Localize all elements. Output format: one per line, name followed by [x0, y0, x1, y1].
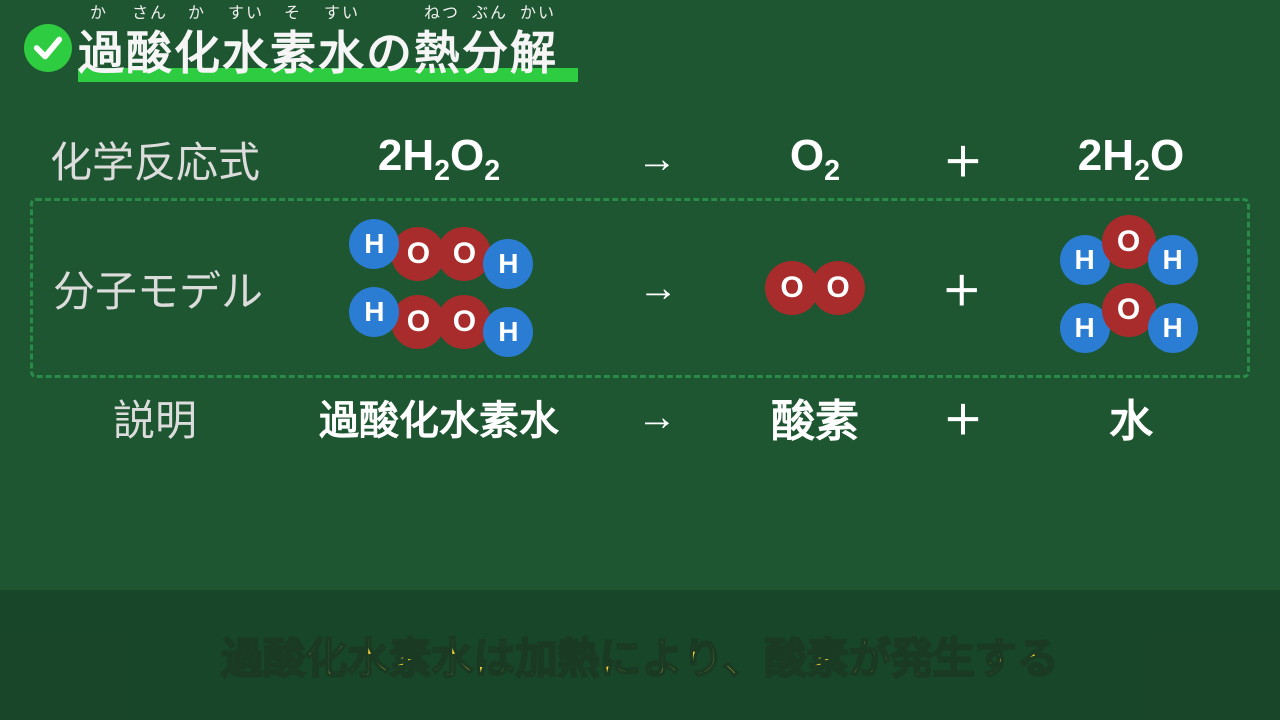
equation-product2: 2H2O — [1031, 131, 1231, 188]
arrow-icon: → — [617, 137, 697, 182]
furigana: かい — [520, 6, 556, 22]
furigana: ねつ — [424, 6, 460, 22]
page-title: 過酸化水素水の熱分解 かさんかすいそすいねつぶんかい — [78, 30, 558, 76]
furigana: か — [188, 6, 206, 22]
explanation-product2: 水 — [1031, 385, 1231, 449]
furigana: か — [90, 6, 108, 22]
arrow-icon: → — [617, 395, 697, 440]
oxygen-atom: O — [437, 295, 491, 349]
row-label-explanation: 説明 — [30, 387, 280, 448]
row-label-model: 分子モデル — [33, 258, 283, 319]
equation-content: 2H2O2 → O2 ＋ 2H2O — [280, 130, 1250, 188]
explanation-reactant: 過酸化水素水 — [299, 388, 579, 446]
plus-icon: ＋ — [933, 130, 993, 188]
hydrogen-atom: H — [349, 219, 399, 269]
hydrogen-atom: H — [483, 239, 533, 289]
furigana: すい — [324, 6, 360, 22]
model-reactant: HOOHHOOH — [301, 227, 581, 349]
plus-icon: ＋ — [932, 259, 992, 317]
hydrogen-atom: H — [1148, 303, 1198, 353]
furigana: ぶん — [472, 6, 508, 22]
arrow-icon: → — [618, 266, 698, 311]
footer-bar: 過酸化水素水は加熱により、酸素が発生する — [0, 590, 1280, 720]
furigana: すい — [228, 6, 264, 22]
explanation-product1: 酸素 — [735, 385, 895, 449]
equation-row: 化学反応式 2H2O2 → O2 ＋ 2H2O — [30, 120, 1250, 198]
oxygen-atom: O — [811, 261, 865, 315]
molecule: HOOH — [353, 227, 529, 281]
furigana: さん — [132, 6, 168, 22]
title-label: 過酸化水素水の熱分解 — [78, 27, 558, 79]
footer-text: 過酸化水素水は加熱により、酸素が発生する — [221, 625, 1058, 686]
molecule: HOH — [1064, 295, 1194, 349]
hydrogen-atom: H — [1148, 235, 1198, 285]
molecule: OO — [769, 261, 861, 315]
content-table: 化学反応式 2H2O2 → O2 ＋ 2H2O 分子モデル HOOHHOOH →… — [30, 120, 1250, 456]
plus-icon: ＋ — [933, 388, 993, 446]
molecule: HOOH — [353, 295, 529, 349]
model-product1: OO — [735, 261, 895, 315]
model-row: 分子モデル HOOHHOOH → OO ＋ HOHHOH — [30, 198, 1250, 378]
equation-reactant: 2H2O2 — [299, 131, 579, 188]
molecule: HOH — [1064, 227, 1194, 281]
furigana: そ — [284, 6, 302, 22]
title-area: 過酸化水素水の熱分解 かさんかすいそすいねつぶんかい — [24, 28, 558, 76]
model-content: HOOHHOOH → OO ＋ HOHHOH — [283, 227, 1247, 349]
explanation-row: 説明 過酸化水素水 → 酸素 ＋ 水 — [30, 378, 1250, 456]
hydrogen-atom: H — [483, 307, 533, 357]
checkmark-icon — [24, 24, 72, 72]
explanation-content: 過酸化水素水 → 酸素 ＋ 水 — [280, 385, 1250, 449]
hydrogen-atom: H — [349, 287, 399, 337]
equation-product1: O2 — [735, 131, 895, 188]
model-product2: HOH HOH — [1029, 227, 1229, 349]
row-label-equation: 化学反応式 — [30, 129, 280, 190]
oxygen-atom: O — [437, 227, 491, 281]
